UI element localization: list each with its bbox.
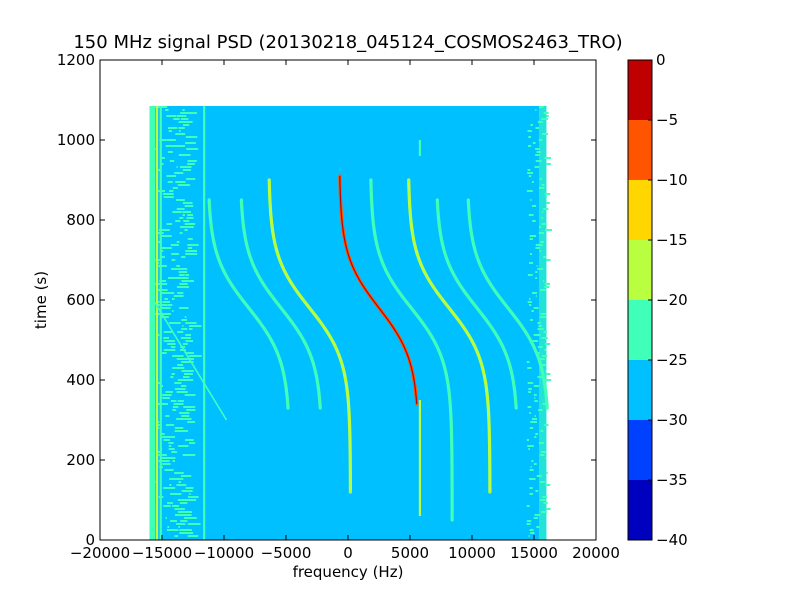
- x-tick-label: 0: [343, 544, 353, 562]
- colorbar-tick-label: −35: [656, 471, 688, 489]
- colorbar-swatch: [628, 300, 652, 360]
- signal-segment: [152, 299, 228, 421]
- chart-title: 150 MHz signal PSD (20130218_045124_COSM…: [73, 32, 622, 53]
- y-tick-label: 1200: [57, 51, 95, 69]
- x-tick-label: 20000: [572, 544, 620, 562]
- doppler-curve: [466, 198, 549, 410]
- x-axis: −20000 −15000 −10000 −5000 0 5000 10000 15000 20…: [70, 60, 620, 562]
- colorbar-swatch: [628, 360, 652, 420]
- colorbar-tick-label: −15: [656, 231, 688, 249]
- x-tick-label: 15000: [510, 544, 558, 562]
- colorbar-tick-label: 0: [656, 51, 666, 69]
- x-axis-label: frequency (Hz): [293, 563, 404, 581]
- x-tick-label: 10000: [448, 544, 496, 562]
- colorbar-swatch: [628, 480, 652, 540]
- colorbar-swatch: [628, 180, 652, 240]
- x-tick-label: −20000: [70, 544, 130, 562]
- x-tick-label: −5000: [261, 544, 312, 562]
- doppler-curve: [407, 178, 492, 494]
- y-tick-label: 200: [66, 451, 95, 469]
- doppler-curve: [239, 198, 322, 410]
- x-tick-label: 5000: [391, 544, 429, 562]
- doppler-curve: [267, 178, 353, 494]
- colorbar-swatch: [628, 60, 652, 120]
- y-tick-label: 600: [66, 291, 95, 309]
- colorbar-tick-label: −25: [656, 351, 688, 369]
- doppler-curve: [435, 198, 518, 410]
- colorbar-tick-label: −40: [656, 531, 688, 549]
- colorbar-tick-label: −10: [656, 171, 688, 189]
- heatmap-background: [149, 106, 547, 540]
- x-tick-label: −10000: [194, 544, 254, 562]
- right-edge-band: [538, 106, 547, 540]
- colorbar-swatch: [628, 120, 652, 180]
- y-tick-label: 400: [66, 371, 95, 389]
- colorbar-swatch: [628, 420, 652, 480]
- y-tick-label: 1000: [57, 131, 95, 149]
- colorbar-tick-label: −20: [656, 291, 688, 309]
- y-tick-label: 800: [66, 211, 95, 229]
- plot-area: [149, 106, 552, 540]
- doppler-curve: [207, 198, 290, 410]
- y-axis-label: time (s): [32, 271, 50, 329]
- colorbar: −40 −35 −30 −25 −20 −15 −10 −5 0: [627, 51, 688, 549]
- colorbar-swatch: [628, 240, 652, 300]
- y-tick-label: 0: [85, 531, 95, 549]
- doppler-curve-core: [339, 175, 418, 405]
- left-edge-band: [149, 106, 156, 540]
- colorbar-tick-label: −5: [656, 111, 678, 129]
- y-axis: 0 200 400 600 800 1000 1200: [57, 51, 596, 549]
- doppler-curve: [369, 178, 454, 522]
- colorbar-tick-label: −30: [656, 411, 688, 429]
- x-tick-label: −15000: [132, 544, 192, 562]
